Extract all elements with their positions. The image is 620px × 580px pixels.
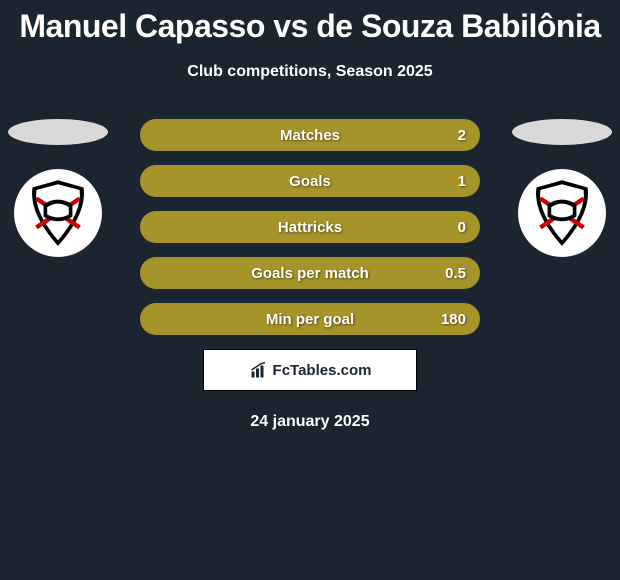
stat-row: Goals per match 0.5	[140, 257, 480, 289]
comparison-area: Matches 2 Goals 1 Hattricks 0 Goals per …	[0, 119, 620, 431]
stat-row: Hattricks 0	[140, 211, 480, 243]
player-left-silhouette	[8, 119, 108, 145]
brand-label: FcTables.com	[273, 362, 372, 379]
club-badge-left	[14, 169, 102, 257]
player-right-silhouette	[512, 119, 612, 145]
stat-label: Min per goal	[266, 311, 354, 328]
stat-row: Matches 2	[140, 119, 480, 151]
stat-label: Goals per match	[251, 265, 369, 282]
stat-value-right: 0	[458, 219, 466, 236]
stat-value-right: 0.5	[445, 265, 466, 282]
stat-label: Matches	[280, 127, 340, 144]
stat-row: Goals 1	[140, 165, 480, 197]
shield-icon	[22, 177, 94, 249]
stat-label: Goals	[289, 173, 331, 190]
date-label: 24 january 2025	[0, 413, 620, 431]
stat-value-right: 2	[458, 127, 466, 144]
player-left-column	[8, 119, 108, 257]
player-right-column	[512, 119, 612, 257]
subtitle: Club competitions, Season 2025	[0, 63, 620, 81]
stat-value-right: 180	[441, 311, 466, 328]
stats-panel: Matches 2 Goals 1 Hattricks 0 Goals per …	[140, 119, 480, 335]
stat-row: Min per goal 180	[140, 303, 480, 335]
brand-box[interactable]: FcTables.com	[203, 349, 417, 391]
stat-label: Hattricks	[278, 219, 342, 236]
shield-icon	[526, 177, 598, 249]
page-title: Manuel Capasso vs de Souza Babilônia	[0, 8, 620, 45]
club-badge-right	[518, 169, 606, 257]
stat-value-right: 1	[458, 173, 466, 190]
chart-icon	[249, 361, 269, 379]
